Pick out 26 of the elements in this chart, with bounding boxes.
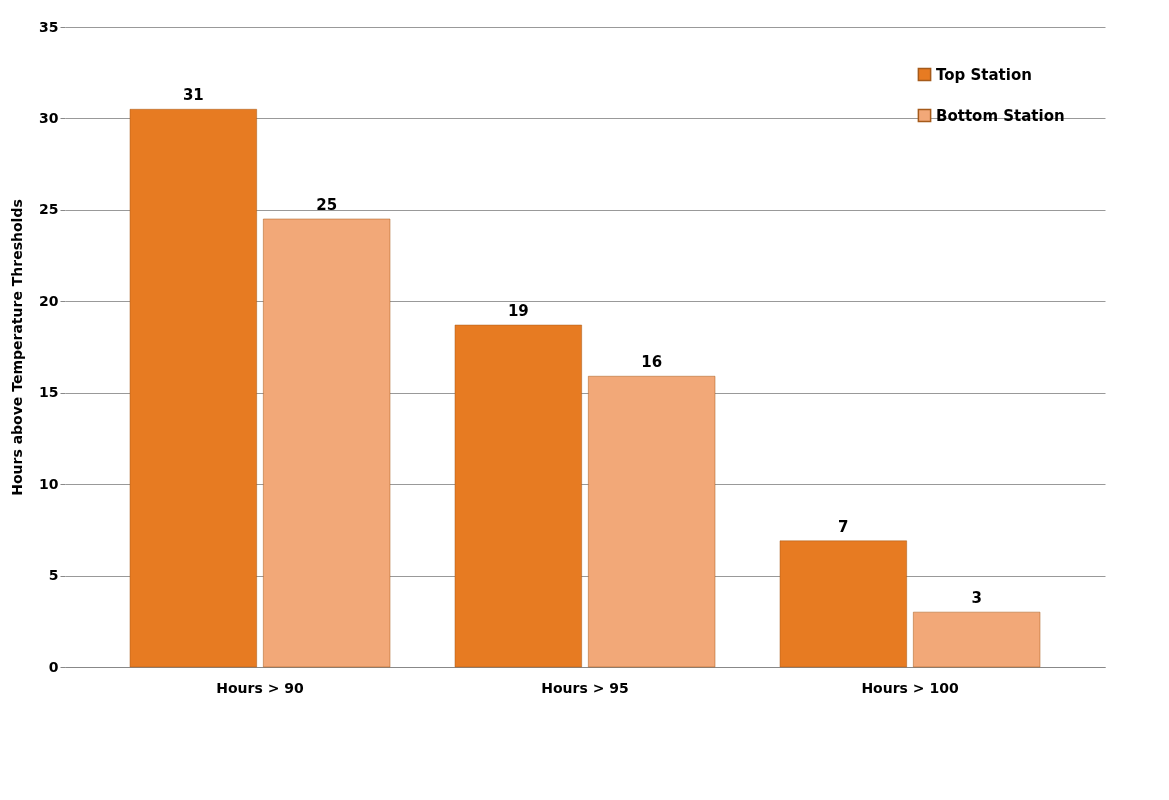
data-label: 3 [971,589,982,608]
bar [129,109,257,668]
x-tick-label: Hours > 90 [216,679,305,696]
data-label: 7 [838,517,849,536]
x-tick-label: Hours > 100 [861,679,959,696]
bar [588,376,716,668]
y-tick-label: 35 [39,18,59,35]
bar [454,324,582,668]
bar [263,218,391,668]
y-tick-label: 20 [39,292,59,309]
x-tick-label: Hours > 95 [541,679,629,696]
y-tick-label: 30 [39,109,59,126]
data-label: 31 [182,86,204,105]
data-label: 25 [316,196,338,214]
data-label: 16 [641,353,663,372]
y-tick-label: 25 [39,201,59,218]
data-label: 19 [507,302,529,321]
y-tick-label: 0 [48,658,59,675]
y-tick-label: 5 [48,567,59,584]
y-axis-title: Hours above Temperature Thresholds [9,199,26,496]
legend-label: Bottom Station [936,106,1065,125]
y-tick-label: 10 [39,475,59,492]
y-tick-label: 15 [39,384,59,401]
bar [913,611,1041,668]
legend-label: Top Station [936,65,1032,84]
bar [779,540,907,668]
